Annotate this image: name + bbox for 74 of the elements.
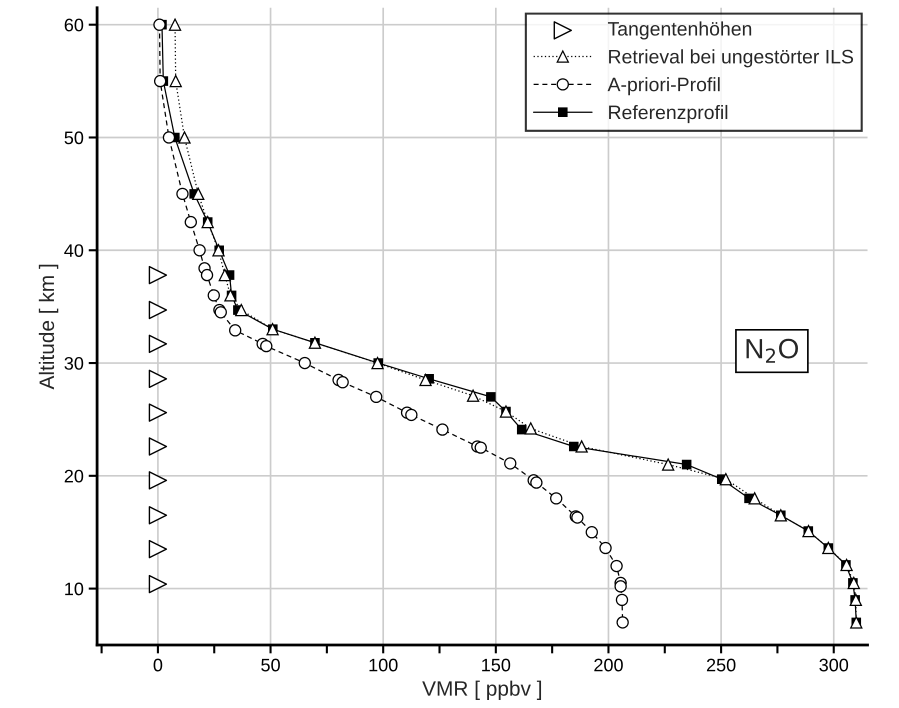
- x-tick-label: 150: [482, 658, 510, 672]
- point: [148, 574, 168, 594]
- point: [148, 471, 168, 490]
- y-tick-label: 40: [64, 244, 84, 257]
- point: [504, 457, 516, 470]
- x-axis-title: VMR [ ppbv ]: [422, 680, 542, 700]
- point: [148, 266, 168, 284]
- point: [474, 441, 487, 454]
- point: [405, 408, 418, 422]
- point: [162, 131, 176, 144]
- point: [170, 74, 182, 88]
- point: [616, 594, 628, 606]
- point: [214, 306, 227, 318]
- point: [575, 440, 588, 453]
- annotation: N$_{2}$O: [746, 338, 798, 363]
- x-tick-label: 250: [706, 658, 736, 672]
- point: [516, 424, 527, 434]
- point: [568, 442, 579, 452]
- point: [224, 289, 237, 302]
- y-tick-label: 10: [65, 582, 84, 596]
- point: [550, 492, 562, 505]
- point: [524, 422, 537, 435]
- point: [466, 390, 480, 402]
- x-tick-label: 50: [261, 658, 280, 672]
- point: [419, 374, 432, 386]
- legend-label: Referenzprofil: [609, 104, 728, 124]
- point: [486, 392, 496, 402]
- point: [168, 18, 182, 31]
- point: [614, 580, 627, 593]
- point: [586, 526, 598, 538]
- y-tick-label: 20: [64, 470, 84, 483]
- point: [616, 616, 629, 629]
- point: [148, 437, 168, 456]
- x-tick-label: 100: [370, 658, 398, 672]
- x-tick-label: 0: [154, 658, 162, 672]
- point: [682, 460, 692, 470]
- point: [720, 473, 732, 486]
- point: [599, 542, 612, 554]
- point: [192, 188, 204, 200]
- point: [662, 458, 674, 471]
- legend-label: Tangentenhöhen: [608, 21, 752, 40]
- legend-label: A-priori-Profil: [608, 77, 720, 96]
- point: [370, 390, 382, 404]
- point: [184, 216, 197, 228]
- point: [235, 304, 248, 316]
- point: [148, 403, 168, 422]
- point: [218, 268, 232, 282]
- point: [148, 300, 168, 320]
- x-tick-label: 200: [594, 658, 623, 672]
- point: [229, 324, 242, 337]
- y-axis-title: Altitude [ km ]: [38, 264, 58, 390]
- point: [178, 131, 191, 144]
- point: [298, 356, 311, 370]
- point: [148, 506, 168, 524]
- point: [193, 244, 206, 256]
- point: [610, 560, 623, 572]
- point: [148, 370, 168, 388]
- point: [208, 289, 220, 302]
- y-tick-label: 50: [64, 131, 84, 144]
- point: [200, 268, 214, 282]
- point: [436, 423, 449, 436]
- point: [148, 540, 168, 558]
- x-tick-label: 300: [819, 658, 848, 672]
- point: [148, 334, 168, 354]
- point: [336, 376, 349, 388]
- y-tick-label: 60: [64, 18, 84, 32]
- point: [260, 340, 272, 352]
- point: [530, 476, 543, 489]
- point: [153, 18, 166, 31]
- legend-label: Retrieval bei ungestörter ILS: [609, 49, 854, 68]
- point: [154, 74, 166, 88]
- y-tick-label: 30: [64, 356, 84, 370]
- point: [176, 188, 189, 200]
- point: [748, 492, 761, 505]
